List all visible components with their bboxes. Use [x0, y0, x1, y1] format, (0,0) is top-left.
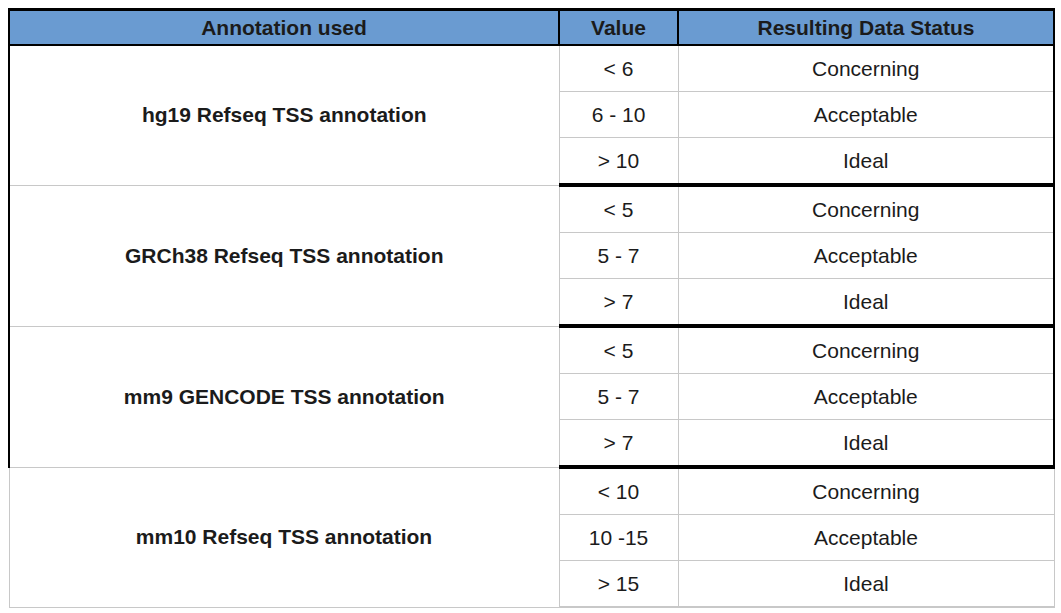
value-cell: < 10 — [559, 467, 678, 515]
status-cell: Acceptable — [678, 92, 1054, 138]
group-hg19: hg19 Refseq TSS annotation < 6 Concernin… — [9, 45, 1054, 185]
status-cell: Ideal — [678, 561, 1054, 608]
status-cell: Ideal — [678, 420, 1054, 468]
table-row: mm10 Refseq TSS annotation < 10 Concerni… — [9, 467, 1054, 515]
value-cell: < 5 — [559, 326, 678, 374]
header-annotation-used: Annotation used — [9, 10, 559, 46]
annotation-name: GRCh38 Refseq TSS annotation — [9, 185, 559, 326]
value-cell: 10 -15 — [559, 515, 678, 561]
status-cell: Concerning — [678, 45, 1054, 92]
status-cell: Acceptable — [678, 374, 1054, 420]
table-row: mm9 GENCODE TSS annotation < 5 Concernin… — [9, 326, 1054, 374]
header-value: Value — [559, 10, 678, 46]
table-header: Annotation used Value Resulting Data Sta… — [9, 10, 1054, 46]
status-cell: Ideal — [678, 279, 1054, 327]
value-cell: > 10 — [559, 138, 678, 186]
header-row: Annotation used Value Resulting Data Sta… — [9, 10, 1054, 46]
value-cell: 5 - 7 — [559, 233, 678, 279]
status-cell: Ideal — [678, 138, 1054, 186]
group-grch38: GRCh38 Refseq TSS annotation < 5 Concern… — [9, 185, 1054, 326]
value-cell: < 6 — [559, 45, 678, 92]
annotation-name: mm10 Refseq TSS annotation — [9, 467, 559, 607]
value-cell: > 15 — [559, 561, 678, 608]
group-mm9: mm9 GENCODE TSS annotation < 5 Concernin… — [9, 326, 1054, 467]
group-mm10: mm10 Refseq TSS annotation < 10 Concerni… — [9, 467, 1054, 607]
annotation-name: mm9 GENCODE TSS annotation — [9, 326, 559, 467]
status-cell: Acceptable — [678, 515, 1054, 561]
table-row: hg19 Refseq TSS annotation < 6 Concernin… — [9, 45, 1054, 92]
value-cell: < 5 — [559, 185, 678, 233]
annotation-name: hg19 Refseq TSS annotation — [9, 45, 559, 185]
value-cell: > 7 — [559, 420, 678, 468]
status-cell: Acceptable — [678, 233, 1054, 279]
status-cell: Concerning — [678, 185, 1054, 233]
value-cell: > 7 — [559, 279, 678, 327]
status-cell: Concerning — [678, 467, 1054, 515]
table-row: GRCh38 Refseq TSS annotation < 5 Concern… — [9, 185, 1054, 233]
value-cell: 5 - 7 — [559, 374, 678, 420]
status-cell: Concerning — [678, 326, 1054, 374]
header-resulting-data-status: Resulting Data Status — [678, 10, 1054, 46]
value-cell: 6 - 10 — [559, 92, 678, 138]
qc-standards-table: Annotation used Value Resulting Data Sta… — [8, 8, 1055, 608]
